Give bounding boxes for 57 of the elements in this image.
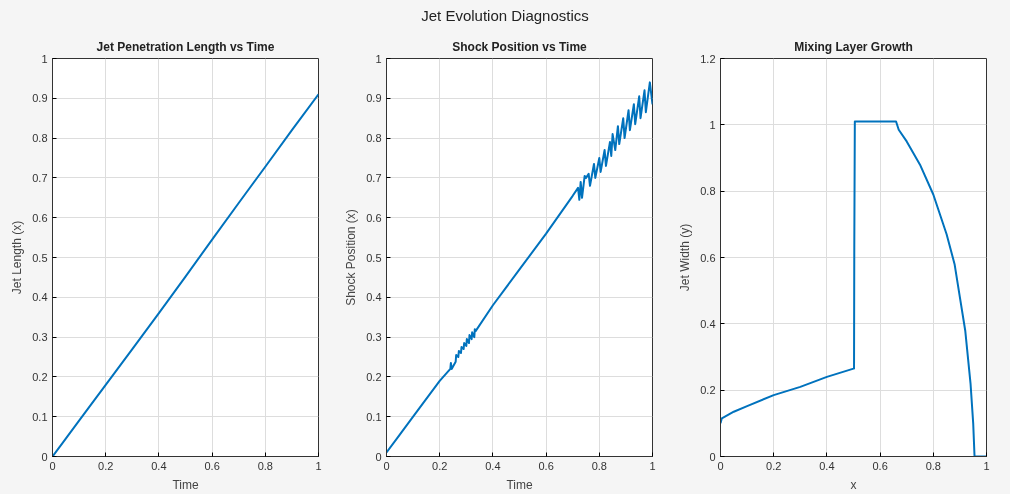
x-tick-label: 0 [383,459,390,472]
y-tick-label: 0.4 [366,291,382,304]
y-tick-label: 0.3 [366,331,382,344]
x-axis-title: Time [172,477,199,492]
y-axis-title: Jet Length (x) [10,220,25,295]
y-tick-label: 0.8 [366,132,382,145]
y-tick-label: 0.8 [32,132,48,145]
y-tick-label: 1 [375,52,382,65]
y-tick-label: 0.6 [700,251,716,264]
x-tick-label: 1 [649,459,656,472]
y-tick-label: 0.7 [32,171,48,184]
y-tick-label: 0.6 [366,211,382,224]
x-tick-label: 0.8 [591,459,607,472]
x-tick-label: 0.8 [257,459,273,472]
y-tick-label: 0.4 [700,317,716,330]
y-axis-title: Shock Position (x) [344,209,359,306]
x-tick-label: 0 [717,459,724,472]
x-tick-label: 0.6 [538,459,554,472]
chart-title: Jet Penetration Length vs Time [96,39,275,54]
x-tick-label: 0.4 [819,459,835,472]
y-tick-label: 0.6 [32,211,48,224]
y-tick-label: 0.2 [700,384,716,397]
y-tick-label: 1 [709,118,716,131]
y-tick-label: 0 [41,450,48,463]
y-tick-label: 0.4 [32,291,48,304]
x-tick-label: 0.6 [872,459,888,472]
x-tick-label: 0 [49,459,56,472]
x-axis-title: x [850,477,857,492]
x-tick-label: 0.2 [766,459,782,472]
y-tick-label: 0.1 [366,410,382,423]
y-tick-label: 1 [41,52,48,65]
y-tick-label: 0.2 [366,370,382,383]
x-axis-title: Time [506,477,533,492]
x-tick-label: 0.2 [98,459,114,472]
x-tick-label: 0.2 [432,459,448,472]
y-tick-label: 0.2 [32,370,48,383]
x-tick-label: 0.4 [485,459,501,472]
chart-title: Shock Position vs Time [452,39,588,54]
y-tick-label: 0 [375,450,382,463]
y-tick-label: 0.1 [32,410,48,423]
y-tick-label: 0.8 [700,185,716,198]
y-tick-label: 0 [709,450,716,463]
x-tick-label: 0.6 [204,459,220,472]
y-tick-label: 0.5 [366,251,382,264]
text: Jet Evolution Diagnostics [421,6,589,26]
y-tick-label: 0.5 [32,251,48,264]
y-tick-label: 0.7 [366,171,382,184]
y-tick-label: 0.9 [32,92,48,105]
y-tick-label: 0.3 [32,331,48,344]
y-tick-label: 0.9 [366,92,382,105]
y-axis-title: Jet Width (y) [678,223,693,292]
x-tick-label: 1 [315,459,322,472]
chart-title: Mixing Layer Growth [794,39,913,54]
x-tick-label: 0.8 [925,459,941,472]
x-tick-label: 0.4 [151,459,167,472]
y-tick-label: 1.2 [700,52,716,65]
x-tick-label: 1 [983,459,990,472]
